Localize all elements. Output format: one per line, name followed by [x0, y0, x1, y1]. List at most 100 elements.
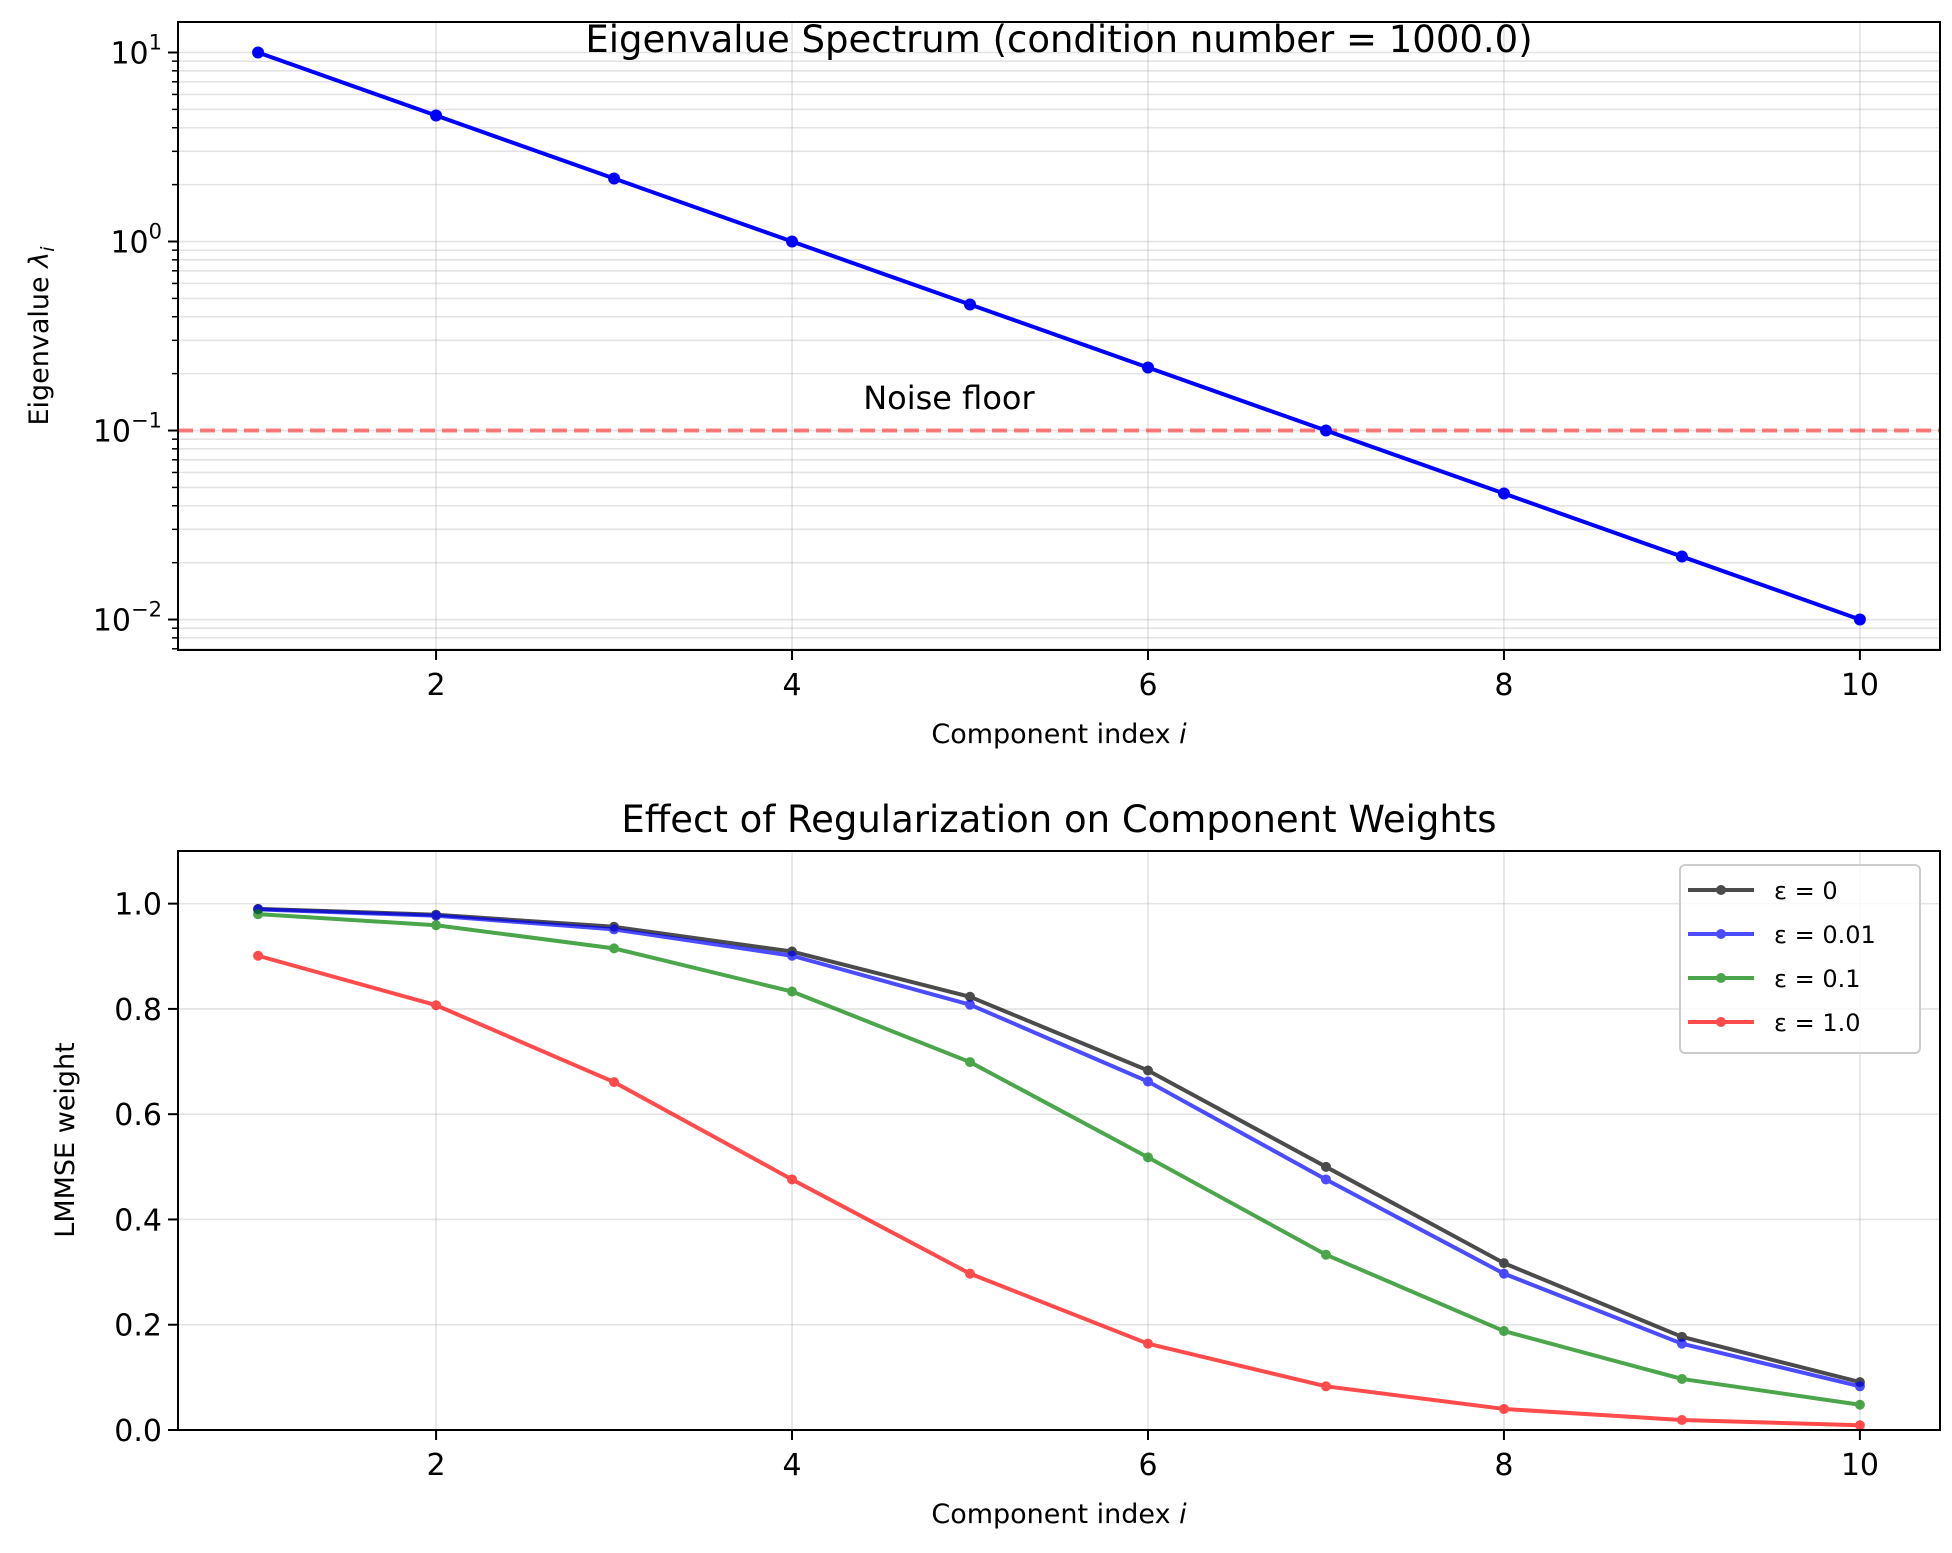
y-tick-label: 0.4: [114, 1203, 162, 1238]
series-point: [1142, 1076, 1153, 1087]
y-tick-label: 10−2: [93, 598, 162, 639]
y-axis-label: Eigenvalue λi: [24, 246, 59, 426]
y-tick-label: 0.0: [114, 1414, 162, 1449]
series-point: [431, 1000, 442, 1011]
x-axis-label-var: i: [1179, 1499, 1187, 1530]
eigenvalue-point: [252, 46, 265, 59]
series-point: [1320, 1161, 1331, 1172]
legend-label: ε = 1.0: [1774, 1009, 1861, 1037]
eigenvalue-point: [1497, 487, 1510, 500]
series-point: [1142, 1152, 1153, 1163]
series-line: [257, 912, 1861, 1407]
x-tick-label: 8: [1494, 668, 1513, 703]
series-line: [258, 907, 1861, 1389]
x-tick-label: 8: [1494, 1448, 1513, 1483]
x-axis-label: Component index i: [931, 719, 1187, 750]
series-point: [965, 999, 976, 1010]
eigenvalue-point: [1675, 550, 1688, 563]
legend-box: [1679, 864, 1921, 1054]
x-tick-label: 2: [427, 1448, 446, 1483]
series-point: [253, 909, 264, 920]
x-tick-label: 10: [1841, 668, 1879, 703]
axes-frame: [177, 850, 1941, 1431]
legend-label: ε = 0.01: [1774, 921, 1876, 949]
series-layer: [253, 903, 1865, 1431]
legend-point-swatch: [1716, 973, 1726, 983]
series-point: [1498, 1258, 1509, 1269]
series-point: [431, 920, 442, 931]
x-tick-label: 6: [1138, 1448, 1157, 1483]
x-tick-label: 10: [1841, 1448, 1879, 1483]
series-point: [1854, 1399, 1865, 1410]
series-point: [1676, 1414, 1687, 1425]
series-line: [257, 953, 1860, 1428]
x-axis-label: Component index i: [931, 1499, 1187, 1530]
legend-entry-marker: [1688, 885, 1754, 895]
series-point: [1676, 1338, 1687, 1349]
eigenvalue-point: [608, 172, 621, 185]
series-point: [965, 1057, 976, 1068]
x-axis-label-var: i: [1179, 719, 1187, 750]
eigenvalue-point: [786, 235, 799, 248]
y-tick-label: 0.2: [114, 1309, 162, 1344]
series-point: [787, 986, 798, 997]
series-point: [1854, 1381, 1865, 1392]
legend-label: ε = 0: [1774, 877, 1838, 905]
series-point: [609, 1077, 620, 1088]
legend-entry-marker: [1688, 929, 1754, 939]
y-tick-label-base: 10: [110, 37, 148, 72]
y-tick-label: 100: [110, 220, 162, 261]
y-tick-label: 0.8: [114, 993, 162, 1028]
plot-area-background: [178, 851, 1940, 1430]
chart-title: Effect of Regularization on Component We…: [621, 798, 1496, 841]
series-point: [1498, 1326, 1509, 1337]
axes-frame: [177, 21, 1941, 651]
x-axis-label-text: Component index: [931, 719, 1179, 750]
series-point: [965, 1268, 976, 1279]
series-point: [1142, 1065, 1153, 1076]
series-point: [1676, 1331, 1687, 1342]
y-tick-label-exponent: 0: [149, 220, 162, 244]
series-point: [1320, 1381, 1331, 1392]
x-tick-label: 4: [782, 1448, 801, 1483]
series-point: [1498, 1403, 1509, 1414]
series-point: [609, 924, 620, 935]
series-1: [253, 904, 1865, 1392]
series-layer: [252, 46, 1866, 626]
series-2: [253, 909, 1865, 1410]
eigenvalue-point: [964, 298, 977, 311]
regularization-weights-plot: 2 4 6 8 10 0.0 0.2 0.4 0.6 0.8 1.0 Effect of Regu…: [50, 798, 1941, 1530]
eigenvalue-point: [1141, 361, 1154, 374]
y-tick-label-base: 10: [93, 415, 131, 450]
eigenvalue-point: [1319, 424, 1332, 437]
eigenvalue-point: [1853, 613, 1866, 626]
y-tick-label: 10−1: [93, 409, 162, 450]
noise-floor-annotation: Noise floor: [863, 379, 1035, 417]
legend-entry-marker: [1688, 1017, 1754, 1027]
x-axis-ticks: 2 4 6 8 10: [427, 1430, 1879, 1483]
legend-entry-marker: [1688, 973, 1754, 983]
chart-title: Eigenvalue Spectrum (condition number = …: [585, 18, 1532, 61]
y-tick-label: 1.0: [114, 888, 162, 923]
legend: ε = 0 ε = 0.01 ε = 0.1 ε = 1.0: [1679, 864, 1921, 1054]
y-axis-label-var: λ: [24, 252, 55, 270]
series-point: [609, 943, 620, 954]
y-tick-label-base: 10: [93, 604, 131, 639]
y-tick-label: 0.6: [114, 1098, 162, 1133]
series-point: [1676, 1373, 1687, 1384]
y-tick-label: 101: [110, 31, 162, 72]
legend-point-swatch: [1716, 885, 1726, 895]
x-axis-label-text: Component index: [931, 1499, 1179, 1530]
legend-point-swatch: [1716, 929, 1726, 939]
y-tick-label-base: 10: [110, 226, 148, 261]
x-axis-ticks: 2 4 6 8 10: [427, 650, 1879, 703]
x-tick-label: 6: [1138, 668, 1157, 703]
series-point: [1320, 1174, 1331, 1185]
series-3: [253, 950, 1865, 1431]
series-point: [1320, 1249, 1331, 1260]
eigenvalue-line: [257, 50, 1861, 622]
series-point: [787, 950, 798, 961]
